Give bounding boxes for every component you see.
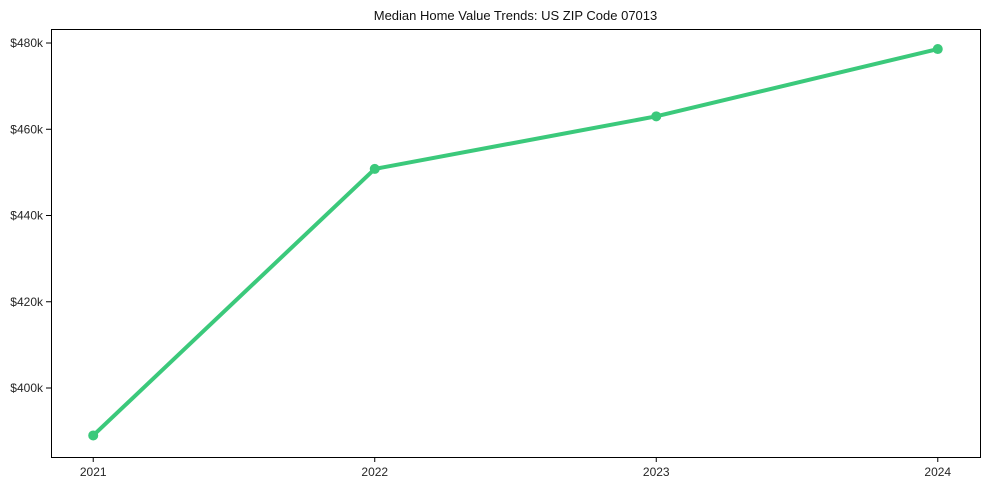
y-tick-label: $440k bbox=[10, 209, 44, 223]
trend-line bbox=[91, 47, 940, 438]
chart-title: Median Home Value Trends: US ZIP Code 07… bbox=[373, 8, 658, 23]
x-tick-label: 2024 bbox=[924, 465, 951, 479]
data-point-marker bbox=[369, 163, 380, 174]
x-tick-label: 2023 bbox=[643, 465, 670, 479]
plot-border bbox=[51, 29, 981, 458]
y-tick-label: $480k bbox=[10, 36, 44, 50]
x-tick-label: 2022 bbox=[361, 465, 388, 479]
data-point-marker bbox=[932, 44, 943, 55]
data-point-marker bbox=[651, 111, 662, 122]
y-tick-label: $400k bbox=[10, 381, 44, 395]
y-tick-label: $420k bbox=[10, 295, 44, 309]
y-tick-label: $460k bbox=[10, 122, 44, 136]
data-point-marker bbox=[88, 430, 99, 441]
x-tick-label: 2021 bbox=[80, 465, 107, 479]
